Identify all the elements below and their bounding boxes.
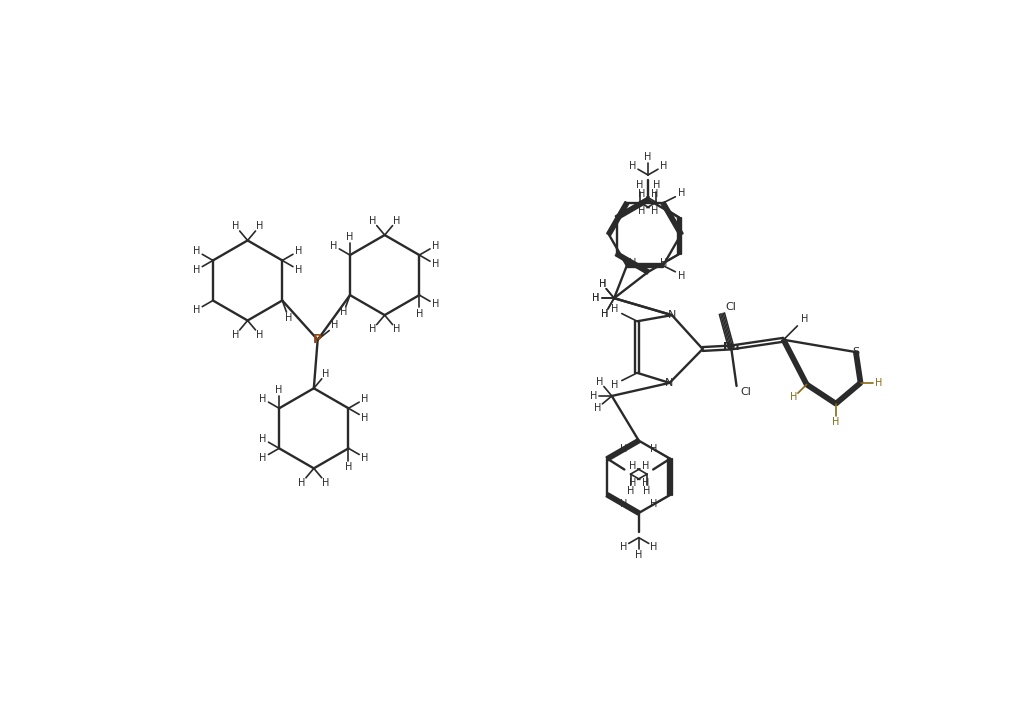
Text: H: H [635, 550, 642, 560]
Text: H: H [650, 499, 657, 509]
Text: H: H [194, 305, 201, 315]
Text: H: H [592, 293, 599, 303]
Text: H: H [638, 206, 645, 216]
Text: N: N [668, 310, 676, 320]
Text: H: H [801, 314, 808, 324]
Text: H: H [322, 477, 330, 487]
Text: H: H [590, 391, 597, 401]
Text: H: H [285, 313, 292, 323]
Text: H: H [416, 308, 423, 318]
Text: H: H [678, 188, 685, 198]
Text: H: H [629, 258, 636, 268]
Text: H: H [650, 206, 658, 216]
Text: H: H [636, 180, 643, 191]
Text: H: H [596, 377, 603, 387]
Text: H: H [627, 486, 634, 496]
Text: Cl: Cl [740, 387, 752, 397]
Text: H: H [599, 279, 606, 289]
Text: H: H [259, 453, 267, 463]
Text: H: H [601, 309, 608, 319]
Text: H: H [259, 394, 267, 404]
Text: H: H [643, 486, 650, 496]
Text: H: H [790, 393, 798, 402]
Text: H: H [599, 279, 606, 289]
Text: H: H [620, 444, 627, 454]
Text: H: H [295, 246, 302, 256]
Text: H: H [629, 461, 636, 470]
Text: H: H [644, 152, 651, 162]
Text: S: S [852, 347, 859, 357]
Text: H: H [369, 325, 377, 334]
Text: H: H [611, 304, 618, 314]
Text: P: P [313, 333, 323, 346]
Text: H: H [601, 309, 608, 319]
Text: H: H [659, 161, 667, 171]
Text: H: H [298, 477, 305, 487]
Text: H: H [360, 412, 369, 423]
Text: H: H [611, 380, 618, 390]
Text: H: H [620, 541, 627, 552]
Text: Ru: Ru [723, 343, 739, 353]
Text: H: H [360, 394, 369, 404]
Text: H: H [232, 329, 240, 340]
Text: H: H [592, 293, 599, 303]
Text: H: H [232, 222, 240, 231]
Text: H: H [340, 308, 347, 318]
Text: N: N [666, 378, 674, 388]
Text: H: H [256, 222, 263, 231]
Text: H: H [256, 329, 263, 340]
Text: H: H [393, 216, 400, 226]
Text: H: H [650, 541, 657, 552]
Text: H: H [876, 378, 883, 388]
Text: H: H [360, 453, 369, 463]
Text: H: H [331, 320, 338, 330]
Text: H: H [638, 189, 645, 199]
Text: H: H [641, 477, 649, 488]
Text: H: H [194, 246, 201, 256]
Text: H: H [620, 499, 627, 509]
Text: H: H [659, 258, 667, 268]
Text: H: H [652, 180, 659, 191]
Text: H: H [393, 325, 400, 334]
Text: H: H [331, 241, 338, 251]
Text: H: H [629, 161, 636, 171]
Text: H: H [346, 231, 353, 242]
Text: H: H [432, 259, 439, 269]
Text: H: H [259, 434, 267, 444]
Text: H: H [629, 477, 636, 488]
Text: H: H [833, 417, 840, 427]
Text: H: H [432, 299, 439, 309]
Text: H: H [369, 216, 377, 226]
Text: H: H [345, 462, 352, 472]
Text: H: H [194, 265, 201, 275]
Text: H: H [432, 241, 439, 251]
Text: H: H [594, 403, 601, 413]
Text: H: H [295, 265, 302, 275]
Text: H: H [650, 444, 657, 454]
Text: H: H [678, 271, 685, 280]
Text: H: H [275, 385, 283, 395]
Text: H: H [650, 189, 658, 199]
Text: Cl: Cl [726, 302, 736, 313]
Text: H: H [322, 369, 330, 379]
Text: H: H [641, 461, 649, 470]
